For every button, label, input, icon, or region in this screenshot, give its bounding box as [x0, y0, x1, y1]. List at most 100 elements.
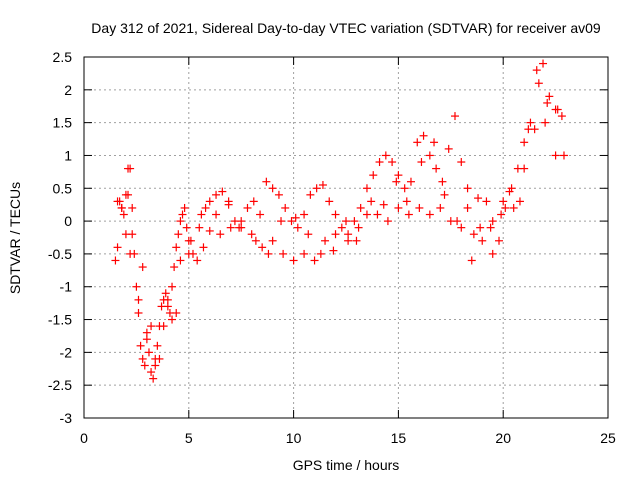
data-point	[467, 256, 476, 265]
data-point	[383, 217, 392, 226]
x-tick-label: 10	[286, 430, 302, 446]
data-point	[300, 210, 309, 219]
data-point	[195, 223, 204, 232]
data-point	[344, 230, 353, 239]
data-point	[117, 203, 126, 212]
x-tick-label: 5	[185, 430, 193, 446]
data-point	[394, 171, 403, 180]
data-point	[224, 200, 233, 209]
data-point	[168, 282, 177, 291]
data-point	[450, 112, 459, 121]
chart-title: Day 312 of 2021, Sidereal Day-to-day VTE…	[91, 20, 601, 36]
data-point	[413, 138, 422, 147]
data-point	[113, 243, 122, 252]
data-point	[520, 138, 529, 147]
data-point	[539, 59, 548, 68]
data-point	[144, 348, 153, 357]
data-point	[218, 187, 227, 196]
x-tick-label: 20	[495, 430, 511, 446]
plot-frame	[83, 56, 609, 419]
data-point	[147, 368, 156, 377]
data-point	[329, 246, 338, 255]
data-point	[325, 197, 334, 206]
data-point	[415, 203, 424, 212]
data-point	[134, 295, 143, 304]
data-point	[419, 131, 428, 140]
data-point	[111, 256, 120, 265]
data-point	[486, 223, 495, 232]
data-point	[147, 322, 156, 331]
y-tick-label: -0.5	[48, 246, 72, 262]
data-point	[205, 197, 214, 206]
y-tick-label: 1.5	[53, 115, 73, 131]
data-point	[281, 203, 290, 212]
data-point	[352, 236, 361, 245]
data-point	[279, 249, 288, 258]
data-point	[532, 66, 541, 75]
data-point	[300, 249, 309, 258]
y-tick-label: 0.5	[53, 180, 73, 196]
data-point	[478, 236, 487, 245]
data-point	[306, 190, 315, 199]
data-point	[316, 249, 325, 258]
data-point	[172, 243, 181, 252]
data-point	[457, 158, 466, 167]
data-point	[541, 118, 550, 127]
x-tick-label: 0	[80, 430, 88, 446]
data-point	[113, 197, 122, 206]
data-point	[304, 230, 313, 239]
data-point	[381, 151, 390, 160]
data-point	[119, 210, 128, 219]
data-point	[559, 151, 568, 160]
data-point	[463, 203, 472, 212]
y-tick-label: 2	[64, 82, 72, 98]
data-point	[138, 263, 147, 272]
data-point	[182, 223, 191, 232]
data-point	[394, 203, 403, 212]
data-point	[545, 92, 554, 101]
data-point	[262, 177, 271, 186]
data-point	[205, 226, 214, 235]
data-point	[404, 210, 413, 219]
data-point	[132, 282, 141, 291]
data-point	[430, 138, 439, 147]
data-point	[235, 223, 244, 232]
data-point	[425, 210, 434, 219]
y-axis-label: SDTVAR / TECUs	[7, 182, 23, 294]
data-point	[176, 256, 185, 265]
data-point	[159, 322, 168, 331]
data-point	[142, 328, 151, 337]
data-point	[406, 177, 415, 186]
y-tick-label: 1	[64, 147, 72, 163]
data-point	[379, 200, 388, 209]
data-point	[264, 249, 273, 258]
data-point	[153, 341, 162, 350]
data-point	[499, 197, 508, 206]
data-point	[289, 256, 298, 265]
data-point	[237, 217, 246, 226]
data-point	[438, 177, 447, 186]
data-point	[362, 210, 371, 219]
data-point	[128, 203, 137, 212]
data-point	[172, 308, 181, 317]
x-axis-label: GPS time / hours	[293, 457, 400, 473]
y-tick-label: -2.5	[48, 377, 72, 393]
data-point	[277, 217, 286, 226]
data-point	[138, 354, 147, 363]
data-point	[505, 187, 514, 196]
data-point	[392, 177, 401, 186]
data-point	[197, 210, 206, 219]
x-tick-label: 15	[391, 430, 407, 446]
data-point	[524, 125, 533, 134]
y-tick-label: -1.5	[48, 312, 72, 328]
data-point	[369, 171, 378, 180]
data-point	[388, 158, 397, 167]
data-point	[440, 190, 449, 199]
data-point	[354, 223, 363, 232]
data-point	[186, 236, 195, 245]
data-point	[515, 197, 524, 206]
data-point	[400, 184, 409, 193]
data-point	[212, 190, 221, 199]
data-point	[249, 197, 258, 206]
